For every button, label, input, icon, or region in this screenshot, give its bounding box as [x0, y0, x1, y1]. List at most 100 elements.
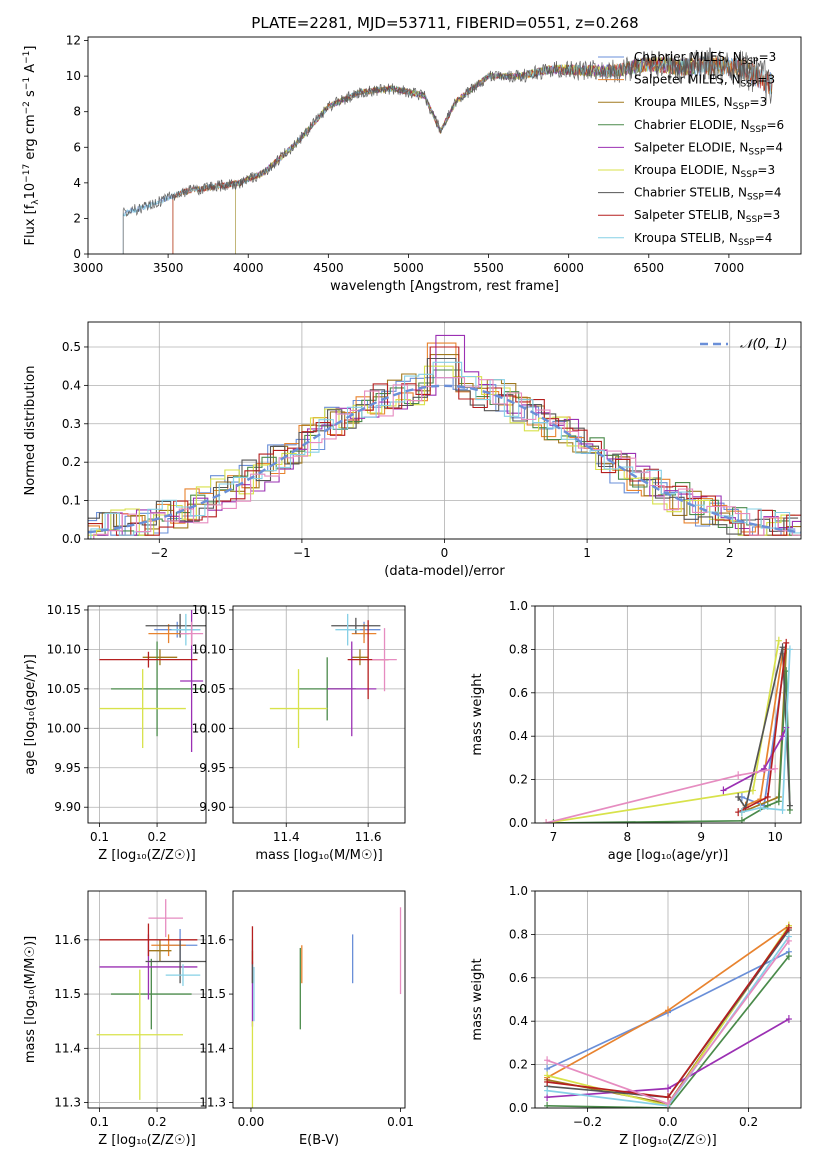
y-tick-label: 11.5: [199, 987, 226, 1001]
panel-weight-vs-age: 7 8 9 10 0.0 0.2 0.4 0.6 0.8 1.0 age [log₁₀(age/yr…: [470, 599, 802, 863]
y-tick-label: 9.90: [199, 800, 226, 814]
x-tick-label: −2: [150, 546, 168, 560]
legend-entry: Kroupa ELODIE, NSSP=3: [634, 163, 775, 180]
axes-frame: [87, 605, 207, 824]
weight-line: [553, 671, 791, 823]
histograms: [88, 334, 801, 539]
x-tick-label: 3000: [73, 261, 104, 275]
x-tick-label: 0.1: [90, 830, 109, 844]
x-tick-label: 0.2: [148, 830, 167, 844]
y-tick-label: 0.6: [509, 686, 528, 700]
x-tick-label: 6500: [634, 261, 665, 275]
legend-sub: SSP: [741, 80, 758, 90]
y-tick-label: 6: [73, 140, 81, 154]
x-tick-label: 0.01: [387, 1115, 414, 1129]
histogram-series: [90, 361, 801, 539]
y-tick-label: 10.10: [192, 642, 226, 656]
y-tick-label: 0.8: [509, 642, 528, 656]
legend-text: Kroupa ELODIE, N: [634, 163, 741, 177]
y-axis-label: Normed distribution: [23, 366, 38, 496]
legend-entry: 𝒩(0, 1): [740, 337, 787, 352]
y-tick-label: 0.2: [62, 455, 81, 469]
legend-text: Chabrier MILES, N: [634, 50, 742, 64]
x-tick-label: 8: [624, 830, 632, 844]
legend-sub: SSP: [742, 57, 759, 67]
x-tick-label: 4000: [233, 261, 264, 275]
y-axis-label-part: s: [23, 90, 38, 101]
y-tick-label: 10.05: [192, 682, 226, 696]
panel-age-vs-Z: 0.1 0.2 9.90 9.95 10.00 10.05 10.10 10.15 Z [log…: [23, 603, 207, 863]
weight-line: [741, 649, 791, 813]
x-tick-label: 11.4: [273, 830, 300, 844]
y-axis-label-part: λ: [31, 199, 41, 205]
legend-sub: SSP: [748, 147, 765, 157]
errorbars: [96, 899, 206, 1100]
legend-entry: Chabrier STELIB, NSSP=4: [634, 186, 782, 203]
legend-text: =6: [766, 118, 784, 132]
spectrum-lines: [122, 47, 773, 254]
y-axis-label-part: erg cm: [23, 114, 38, 163]
legend-text: Chabrier ELODIE, N: [634, 118, 750, 132]
x-tick-label: 2: [726, 546, 734, 560]
axes-frame: [232, 605, 406, 824]
y-axis-label-part: A: [23, 64, 38, 77]
x-axis-label: wavelength [Angstrom, rest frame]: [330, 279, 559, 294]
y-axis-label: mass weight: [470, 673, 485, 755]
y-tick-label: 10.15: [192, 603, 226, 617]
histogram-series: [90, 369, 801, 539]
y-axis-label-part: 10: [23, 183, 38, 200]
x-tick-label: 7000: [714, 261, 745, 275]
legend-entry: Salpeter ELODIE, NSSP=4: [634, 140, 783, 157]
x-tick-label: 0.1: [90, 1115, 109, 1129]
axes-frame: [87, 321, 802, 540]
x-tick-label: 6000: [553, 261, 584, 275]
legend-text: Chabrier STELIB, N: [634, 186, 747, 200]
legend-entry: Chabrier MILES, NSSP=3: [634, 50, 776, 67]
legend-text: =4: [765, 140, 783, 154]
errorbars: [269, 613, 397, 749]
x-axis-label: Z [log₁₀(Z/Z☉)]: [98, 1133, 195, 1148]
legend-sub: SSP: [750, 125, 767, 135]
x-axis-label: age [log₁₀(age/yr)]: [608, 848, 729, 863]
y-tick-label: 11.3: [199, 1096, 226, 1110]
spectrum-line: [235, 56, 694, 254]
legend-text: =4: [764, 186, 782, 200]
y-tick-label: 0.6: [509, 971, 528, 985]
weight-line: [545, 767, 776, 823]
weight-line: [547, 955, 790, 1108]
x-tick-label: 0.0: [658, 1115, 677, 1129]
x-tick-label: 0.2: [148, 1115, 167, 1129]
y-tick-label: 9.95: [199, 761, 226, 775]
y-tick-label: 10.15: [47, 603, 81, 617]
spectrum-line: [235, 57, 694, 254]
y-axis-label-part: −17: [22, 164, 32, 183]
y-tick-label: 0.2: [509, 773, 528, 787]
legend-text: Kroupa MILES, N: [634, 95, 733, 109]
legend-text: =3: [759, 50, 777, 64]
y-axis-label-part: −1: [22, 77, 32, 90]
panel-spectrum: 3000 3500 4000 4500 5000 5500 6000 6500 7000 0 2 4 6…: [22, 34, 802, 294]
x-tick-label: 1: [583, 546, 591, 560]
y-tick-label: 10.00: [47, 721, 81, 735]
x-tick-label: 9: [697, 830, 705, 844]
axes-frame: [87, 890, 207, 1109]
axes-frame: [534, 890, 802, 1109]
normal-reference-curve: [88, 384, 801, 534]
histogram-series: [93, 377, 801, 539]
y-tick-label: 11.6: [199, 933, 226, 947]
y-tick-label: 0.3: [62, 417, 81, 431]
legend-sub: SSP: [741, 170, 758, 180]
spectrum-line: [122, 47, 773, 254]
axes-frame: [232, 890, 406, 1109]
y-axis-label: mass [log₁₀(M/M☉)]: [23, 936, 38, 1063]
y-axis-label: age [log₁₀(age/yr)]: [23, 654, 38, 775]
legend-text: =3: [757, 73, 775, 87]
legend-entry: Salpeter STELIB, NSSP=3: [634, 208, 780, 225]
x-tick-label: 10: [767, 830, 782, 844]
panel-mass-vs-Z: 0.1 0.2 11.3 11.4 11.5 11.6 Z [log₁₀(Z/Z☉)] mas…: [23, 890, 207, 1148]
legend-text: =3: [750, 95, 768, 109]
y-tick-label: 0: [73, 247, 81, 261]
y-tick-label: 11.4: [54, 1041, 81, 1055]
